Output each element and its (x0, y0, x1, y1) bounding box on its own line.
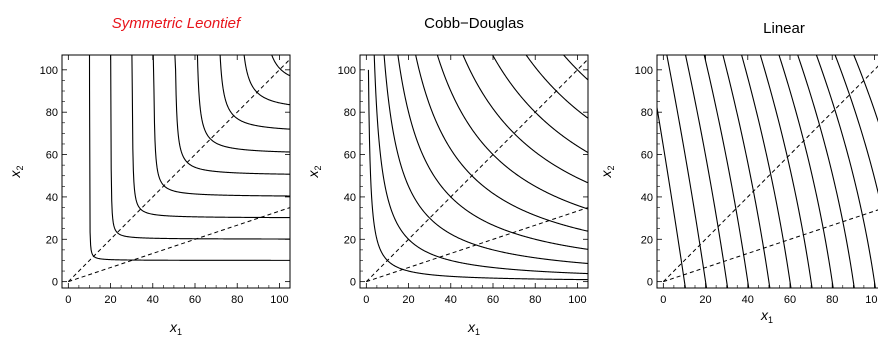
plot-area (365, 55, 588, 283)
chart-panel-3: Linear 0 20 40 60 80 100 0 20 40 60 80 100 x1 x2 (598, 20, 878, 325)
isoquant-80 (778, 55, 834, 288)
isoquant-40 (397, 55, 588, 250)
x-tick-label: 20 (402, 294, 414, 306)
isoquant-110 (834, 55, 878, 195)
x-tick-label: 40 (147, 294, 159, 306)
y-tick-label: 20 (641, 234, 653, 246)
chart-title: Symmetric Leontief (112, 15, 242, 32)
isoquant-90 (271, 55, 290, 77)
x-tick-label: 60 (784, 294, 796, 306)
plot-frame (61, 54, 291, 289)
isoquant-80 (243, 55, 290, 106)
x-tick-label: 100 (270, 294, 288, 306)
x-tick-label: 60 (189, 294, 201, 306)
y-tick-label: 80 (46, 107, 58, 119)
isoquant-30 (684, 55, 729, 288)
x-axis-label: x1 (169, 319, 182, 337)
y-tick-label: 0 (647, 277, 653, 289)
x-tick-label: 100 (568, 294, 586, 306)
isoquant-50 (722, 55, 771, 288)
y-tick-label: 100 (40, 65, 58, 77)
y-tick-label: 0 (52, 277, 58, 289)
isoquant-40 (152, 55, 290, 197)
y-tick-label: 40 (344, 192, 356, 204)
isoquant-20 (110, 55, 290, 240)
isoquant-70 (219, 55, 290, 130)
y-tick-label: 40 (641, 192, 653, 204)
x-tick-label: 60 (487, 294, 499, 306)
x-axis-label: x1 (760, 307, 773, 325)
x-tick-label: 0 (65, 294, 71, 306)
plot-frame (656, 54, 878, 289)
x-tick-label: 40 (445, 294, 457, 306)
x-tick-label: 40 (742, 294, 754, 306)
isoquant-10 (657, 104, 686, 288)
y-tick-label: 40 (46, 192, 58, 204)
isoquant-10 (367, 69, 588, 281)
isoquant-20 (373, 55, 588, 275)
isoquant-50 (415, 55, 588, 232)
isoquant-60 (741, 55, 792, 288)
expansion-ray-2 (366, 207, 588, 283)
isoquant-60 (436, 55, 588, 210)
y-tick-label: 60 (344, 150, 356, 162)
y-tick-label: 20 (46, 234, 58, 246)
isoquant-100 (815, 55, 876, 288)
y-tick-label: 60 (641, 150, 653, 162)
chart-title: Cobb−Douglas (424, 15, 524, 32)
x-tick-label: 20 (104, 294, 116, 306)
chart-panel-2: Cobb−Douglas 0 20 40 60 80 100 0 20 40 60 80 100 x1 x2 (305, 15, 589, 337)
y-axis-label: x2 (305, 165, 323, 178)
y-tick-label: 60 (46, 150, 58, 162)
isoquant-10 (88, 55, 290, 261)
isoquant-40 (703, 55, 750, 288)
y-tick-label: 80 (641, 107, 653, 119)
y-tick-label: 80 (344, 107, 356, 119)
x-tick-label: 0 (363, 294, 369, 306)
y-tick-label: 20 (344, 234, 356, 246)
x-tick-label: 20 (699, 294, 711, 306)
isoquant-90 (525, 55, 588, 119)
x-tick-label: 100 (865, 294, 878, 306)
isoquant-80 (491, 55, 588, 154)
x-tick-label: 80 (826, 294, 838, 306)
chart-panel-1: Symmetric Leontief 0 20 40 60 80 100 0 20 40 60 80 1… (7, 15, 291, 337)
y-axis-label: x2 (598, 165, 616, 178)
plot-area (67, 55, 290, 283)
expansion-ray-1 (365, 58, 588, 282)
isoquant-30 (383, 55, 588, 265)
x-tick-label: 80 (529, 294, 541, 306)
isoquant-30 (131, 55, 290, 219)
isoquant-70 (462, 55, 588, 184)
isoquant-20 (666, 55, 708, 288)
expansion-ray-2 (68, 207, 290, 283)
plot-frame (359, 54, 589, 289)
isoquant-70 (759, 55, 813, 288)
x-tick-label: 80 (231, 294, 243, 306)
expansion-ray-2 (663, 209, 878, 283)
plot-area (657, 55, 878, 288)
y-tick-label: 100 (635, 65, 653, 77)
y-tick-label: 100 (338, 65, 356, 77)
y-axis-label: x2 (7, 165, 25, 178)
chart-title: Linear (763, 20, 805, 37)
isoquant-60 (196, 55, 290, 153)
isoquant-90 (797, 55, 855, 288)
x-axis-label: x1 (467, 319, 480, 337)
isoquant-50 (174, 55, 290, 175)
y-tick-label: 0 (350, 277, 356, 289)
expansion-ray-1 (67, 58, 290, 282)
isoquant-100 (562, 55, 588, 81)
x-tick-label: 0 (660, 294, 666, 306)
isoquant-120 (853, 55, 878, 123)
